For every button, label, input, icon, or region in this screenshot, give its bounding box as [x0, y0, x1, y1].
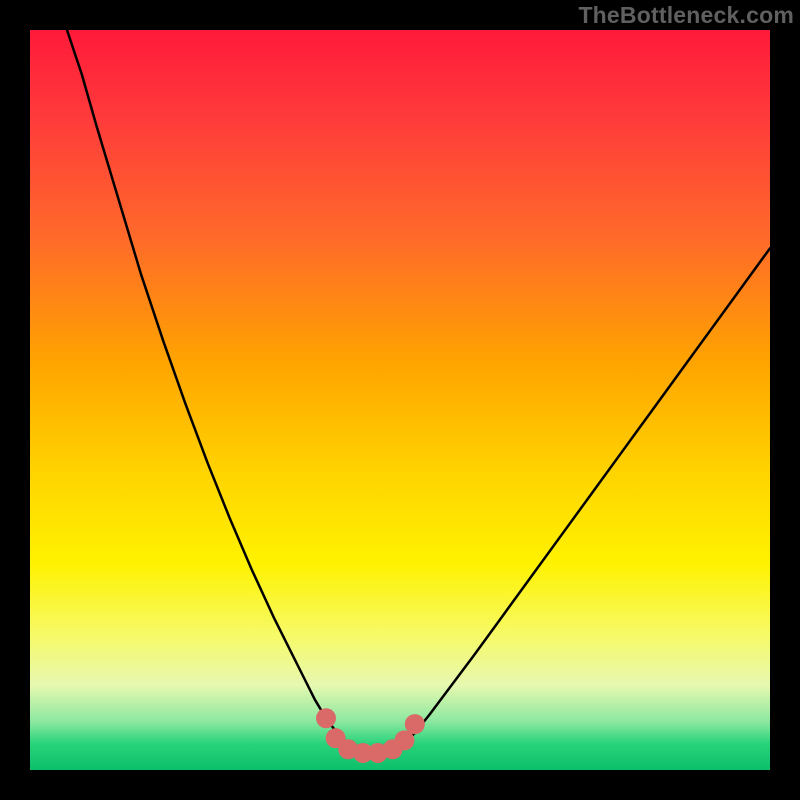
watermark-text: TheBottleneck.com	[578, 2, 794, 29]
optimal-marker	[316, 708, 336, 728]
optimal-marker	[405, 714, 425, 734]
chart-stage: { "watermark": { "text": "TheBottleneck.…	[0, 0, 800, 800]
bottleneck-chart	[0, 0, 800, 800]
